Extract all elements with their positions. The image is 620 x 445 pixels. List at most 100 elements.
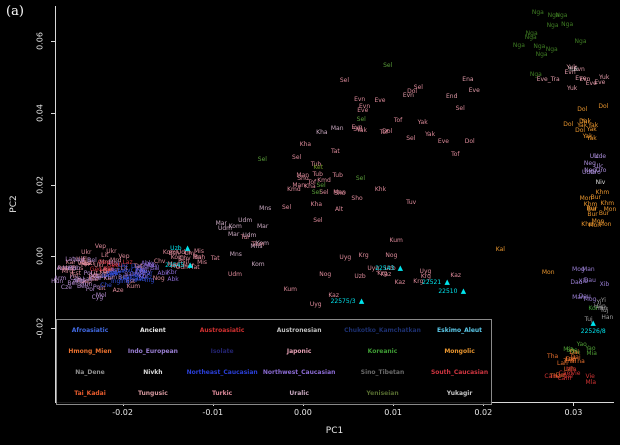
population-label: Tat (210, 254, 220, 262)
population-label: Geo (106, 261, 119, 269)
population-label: Eve (594, 79, 606, 87)
population-label: Vie (563, 372, 573, 380)
population-label: Mog (583, 295, 597, 303)
population-label: Kha (304, 182, 316, 190)
legend-item: Austroasiatic (199, 326, 245, 334)
population-label: Avr (111, 270, 122, 278)
population-label: Nga (574, 38, 587, 46)
population-label: Mis (170, 263, 181, 271)
population-label: Evn (354, 96, 366, 104)
population-label: Bel (118, 274, 128, 282)
population-label: Dol (563, 120, 574, 128)
legend-item: Na_Dene (75, 368, 105, 376)
population-label: Pol (93, 284, 102, 292)
ancient-sample-marker: ▲ (444, 277, 450, 286)
population-label: Cze (70, 275, 82, 283)
population-label: Ady (134, 270, 146, 278)
population-label: Tub (310, 160, 322, 168)
population-label: Yak (425, 131, 436, 138)
population-label: Mns (229, 250, 242, 258)
population-label: Ukr (94, 262, 105, 270)
population-label: Ing (134, 267, 145, 275)
population-label: Fin (80, 260, 90, 268)
population-label: Xib (578, 278, 589, 286)
ancient-sample-id: Uzb (170, 244, 182, 252)
population-label: Bur (586, 204, 597, 212)
population-label: Sel (311, 188, 321, 196)
population-label: Udm (227, 270, 243, 278)
population-label: Dol (579, 117, 590, 125)
population-label: Krg (413, 278, 424, 286)
population-label: Khk (374, 185, 387, 193)
population-label: Han (595, 305, 608, 313)
population-label: Nga (531, 9, 544, 17)
population-label: Kaz (380, 271, 392, 279)
population-label: Ukr (84, 259, 95, 267)
population-label: Ing (110, 278, 121, 286)
population-label: Tuv (406, 198, 417, 206)
population-label: Khm (600, 200, 615, 208)
population-label: Bur (590, 194, 602, 202)
population-label: Che (135, 268, 147, 276)
population-label: End (446, 92, 458, 100)
population-label: Mns (259, 204, 272, 212)
legend-item: Uralic (289, 389, 309, 397)
population-label: Nga (561, 20, 574, 28)
population-label: Uzb (384, 264, 396, 272)
population-label: Laz (122, 258, 133, 266)
population-label: Arm (53, 275, 67, 283)
population-label: Bel (67, 280, 77, 288)
population-label: Tub (312, 171, 323, 179)
population-label: Mla (585, 378, 597, 386)
population-label: Hun (51, 277, 64, 285)
population-label: Sho (297, 175, 309, 183)
population-label: Tuj (600, 306, 609, 314)
population-label: Tha (573, 357, 585, 365)
population-label: Yao (585, 345, 596, 353)
population-label: Lit (98, 284, 106, 292)
population-label: Tat (331, 148, 340, 156)
population-label: Est (110, 266, 120, 274)
population-label: Mis (197, 259, 208, 267)
population-label: Nga (524, 34, 537, 42)
population-label: Uzb (354, 273, 366, 281)
population-label: Man (292, 182, 306, 190)
ancient-sample-id: 22575/3 (330, 298, 356, 306)
population-label: Mar (182, 262, 194, 270)
population-label: Mon (588, 222, 602, 230)
legend-item: Tai_Kadai (74, 389, 106, 397)
population-label: Lat (65, 256, 75, 264)
population-label: Nga (535, 50, 548, 58)
population-label: Sel (455, 104, 465, 112)
population-label: Bur (586, 206, 598, 214)
ancient-sample-id: 22543 (375, 265, 395, 273)
population-label: Kum (389, 237, 403, 244)
population-label: Yuk (599, 73, 610, 81)
population-label: Eve (468, 87, 480, 95)
population-label: Rus (103, 266, 115, 274)
legend-item: Indo_European (127, 347, 178, 355)
population-label: Yao (576, 340, 587, 348)
population-label: Evn (564, 69, 576, 77)
population-label: Kha (299, 140, 312, 148)
population-label: Uyg (419, 268, 432, 276)
population-label: Mla (566, 365, 577, 373)
population-label: Kmd (317, 177, 331, 185)
population-label: Neg (583, 159, 596, 167)
population-label: Ude (581, 169, 594, 177)
population-label: Nga (545, 45, 558, 53)
population-label: Pol (85, 286, 95, 294)
population-label: Cyg (91, 293, 104, 301)
population-label: Abk (167, 275, 179, 283)
legend-item: Eskimo_Aleut (437, 326, 483, 334)
population-label: Arm (56, 265, 69, 273)
population-label: Lah (563, 365, 575, 373)
population-label: Dar (129, 270, 141, 278)
population-label: Yak (417, 118, 428, 126)
population-label: Ena (462, 76, 474, 84)
population-label: Uyg (309, 300, 322, 308)
population-label: Sel (383, 62, 393, 69)
population-label: Yak (356, 126, 367, 134)
population-label: Ulc (594, 162, 604, 170)
population-label: Bal (124, 270, 134, 278)
